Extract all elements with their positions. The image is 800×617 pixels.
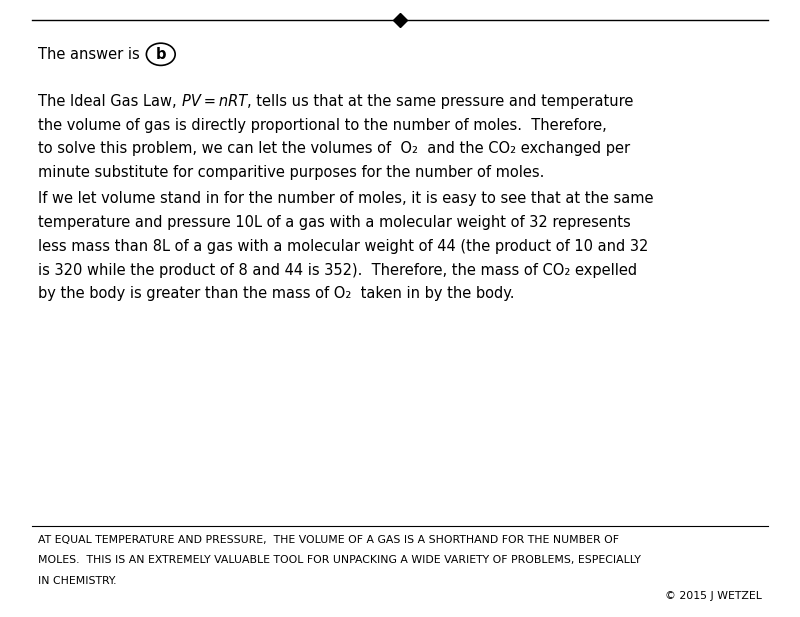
Text: to solve this problem, we can let the volumes of  O₂  and the CO₂ exchanged per: to solve this problem, we can let the vo… (38, 141, 630, 156)
Text: b: b (155, 47, 166, 62)
Text: The Ideal Gas Law,: The Ideal Gas Law, (38, 94, 182, 109)
Text: by the body is greater than the mass of O₂  taken in by the body.: by the body is greater than the mass of … (38, 286, 515, 301)
Text: is 320 while the product of 8 and 44 is 352).  Therefore, the mass of CO₂ expell: is 320 while the product of 8 and 44 is … (38, 263, 638, 278)
Text: temperature and pressure 10L of a gas with a molecular weight of 32 represents: temperature and pressure 10L of a gas wi… (38, 215, 631, 230)
Text: IN CHEMISTRY.: IN CHEMISTRY. (38, 576, 117, 586)
Text: The answer is: The answer is (38, 47, 145, 62)
Text: PV = nRT: PV = nRT (182, 94, 246, 109)
Text: MOLES.  THIS IS AN EXTREMELY VALUABLE TOOL FOR UNPACKING A WIDE VARIETY OF PROBL: MOLES. THIS IS AN EXTREMELY VALUABLE TOO… (38, 555, 642, 565)
Text: If we let volume stand in for the number of moles, it is easy to see that at the: If we let volume stand in for the number… (38, 191, 654, 206)
Text: © 2015 J WETZEL: © 2015 J WETZEL (665, 591, 762, 601)
Text: minute substitute for comparitive purposes for the number of moles.: minute substitute for comparitive purpos… (38, 165, 545, 180)
Text: AT EQUAL TEMPERATURE AND PRESSURE,  THE VOLUME OF A GAS IS A SHORTHAND FOR THE N: AT EQUAL TEMPERATURE AND PRESSURE, THE V… (38, 535, 619, 545)
Text: less mass than 8L of a gas with a molecular weight of 44 (the product of 10 and : less mass than 8L of a gas with a molecu… (38, 239, 649, 254)
Text: the volume of gas is directly proportional to the number of moles.  Therefore,: the volume of gas is directly proportion… (38, 117, 607, 133)
Text: , tells us that at the same pressure and temperature: , tells us that at the same pressure and… (246, 94, 633, 109)
